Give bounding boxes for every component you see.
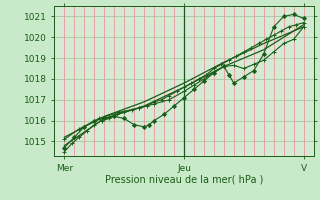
X-axis label: Pression niveau de la mer( hPa ): Pression niveau de la mer( hPa ): [105, 174, 263, 184]
